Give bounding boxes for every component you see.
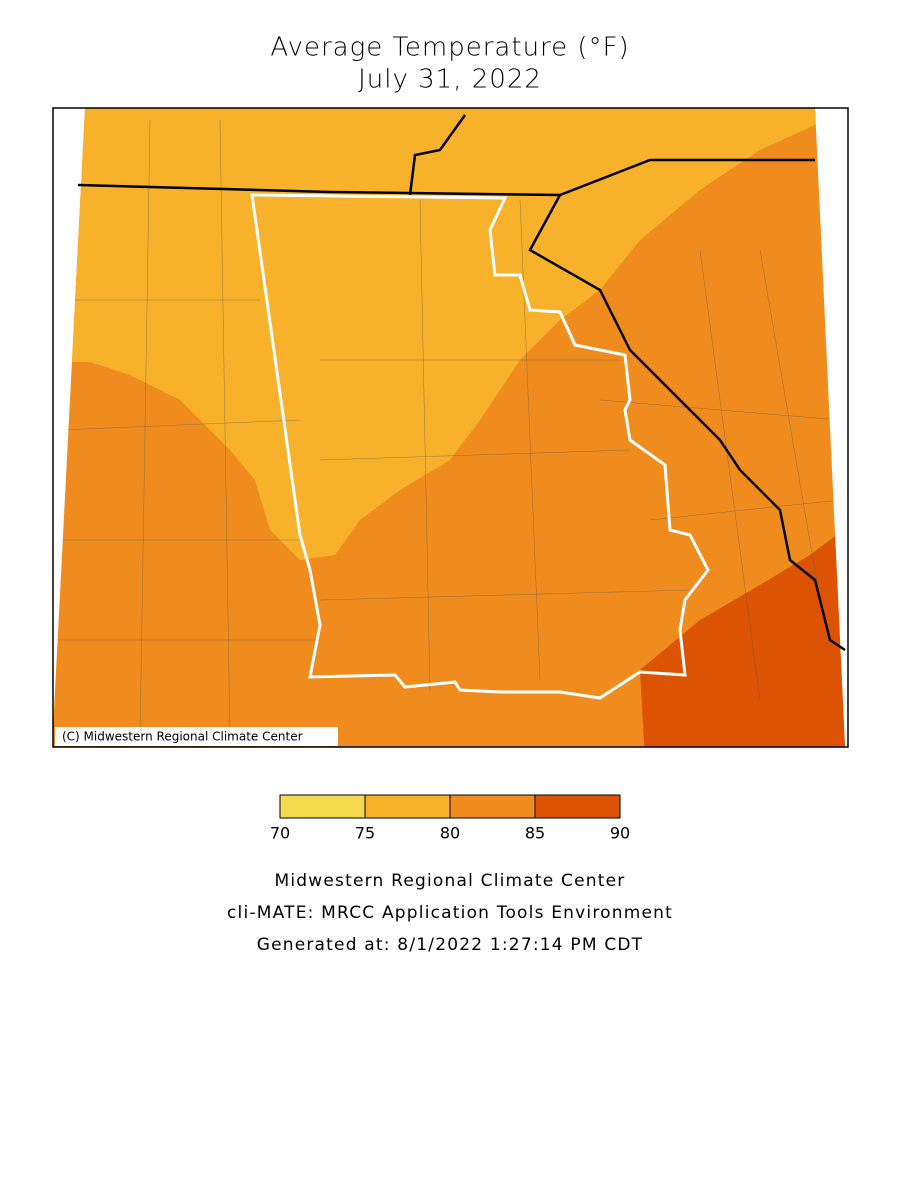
map-frame — [52, 107, 849, 748]
legend-swatch — [364, 794, 451, 819]
temperature-zone — [640, 525, 845, 747]
temperature-zone — [53, 108, 840, 560]
credit: (C) Midwestern Regional Climate Center — [62, 730, 303, 744]
legend-tick-label: 75 — [355, 824, 375, 843]
legend-swatch — [449, 794, 536, 819]
legend-swatch — [279, 794, 366, 819]
legend-tick-label: 90 — [610, 824, 630, 843]
footer-line: Midwestern Regional Climate Center — [275, 871, 626, 891]
legend-tick-label: 80 — [440, 824, 460, 843]
credit-box — [55, 727, 338, 746]
title-line: Average Temperature (°F) — [270, 33, 629, 63]
county-lines — [59, 119, 841, 741]
legend-swatch — [534, 794, 621, 819]
map: (C) Midwestern Regional Climate Center — [53, 108, 846, 747]
georgia-border — [250, 193, 710, 700]
legend: 70 75 80 85 90 — [270, 794, 630, 843]
legend-tick-label: 85 — [525, 824, 545, 843]
title-line: July 31, 2022 — [358, 65, 542, 95]
footer-line: cli-MATE: MRCC Application Tools Environ… — [227, 903, 673, 923]
legend-tick-label: 70 — [270, 824, 290, 843]
footer-line: Generated at: 8/1/2022 1:27:14 PM CDT — [257, 935, 644, 955]
state-borders — [77, 114, 846, 652]
